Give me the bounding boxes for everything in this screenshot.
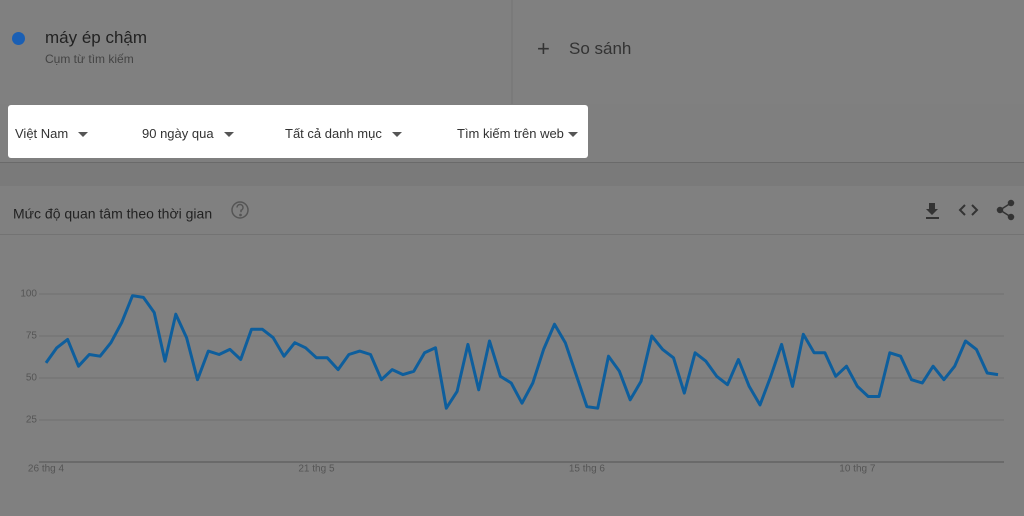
filter[interactable]: Tìm kiếm trên web [457, 126, 578, 141]
compare-panel[interactable]: + So sánh [513, 0, 1024, 104]
filter[interactable]: 90 ngày qua [142, 126, 234, 141]
download-icon[interactable] [926, 203, 939, 219]
x-tick-label: 21 thg 5 [298, 464, 335, 475]
filter-label: Tìm kiếm trên web [457, 126, 564, 141]
term-subtitle: Cụm từ tìm kiếm [45, 52, 134, 66]
x-tick-label: 15 thg 6 [569, 464, 606, 475]
divider [0, 234, 1024, 235]
y-tick-label: 50 [26, 373, 38, 384]
y-tick-label: 25 [26, 415, 38, 426]
y-tick-label: 75 [26, 331, 38, 342]
x-tick-label: 26 thg 4 [28, 464, 65, 475]
share-icon[interactable] [996, 199, 1015, 221]
filter-label: Việt Nam [15, 126, 69, 141]
compare[interactable]: So sánh [569, 39, 632, 58]
filter-bar: Việt Nam 90 ngày qua Tất cả danh mục Tìm… [8, 105, 588, 158]
x-tick-label: 10 thg 7 [839, 464, 876, 475]
line [44, 294, 999, 410]
help-icon[interactable] [231, 201, 249, 219]
term[interactable]: máy ép chậm [45, 28, 148, 47]
embed-icon[interactable] [958, 204, 979, 216]
y-tick-label: 100 [20, 289, 37, 300]
plus-icon: + [537, 36, 550, 61]
term-panel: máy ép chậm Cụm từ tìm kiếm [0, 0, 511, 104]
filter[interactable]: Tất cả danh mục [285, 126, 402, 141]
filter-label: Tất cả danh mục [285, 126, 382, 141]
term-dot [12, 32, 25, 45]
chart-card [0, 186, 1024, 516]
filter-label: 90 ngày qua [142, 126, 214, 141]
filter[interactable]: Việt Nam [15, 126, 89, 141]
chart-title: Mức độ quan tâm theo thời gian [13, 206, 212, 222]
